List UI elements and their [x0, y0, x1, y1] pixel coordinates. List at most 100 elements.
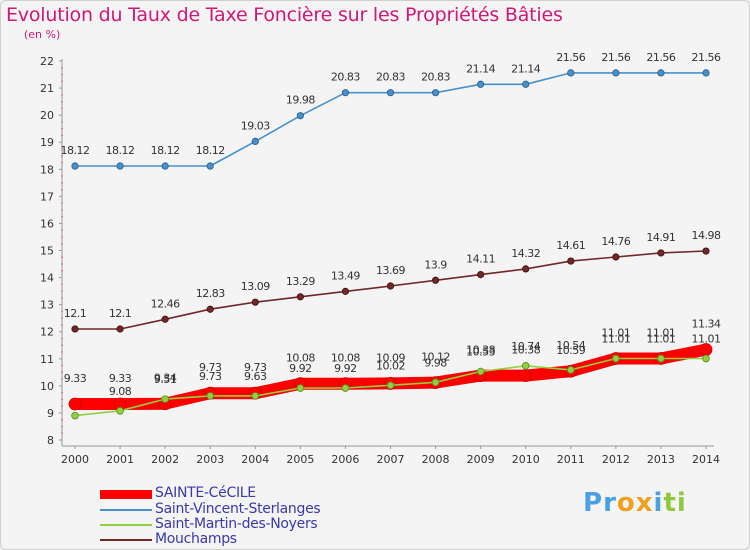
- y-minor-tick: [61, 337, 63, 340]
- x-tick-label: 2013: [647, 453, 675, 466]
- data-label-sainte-cecile: 9.73: [199, 361, 222, 374]
- data-point-mouchamps: [477, 270, 485, 279]
- y-minor-tick: [61, 351, 63, 353]
- legend-label-saint-martin: Saint-Martin-des-Noyers: [155, 516, 318, 532]
- data-point-saint-martin: [521, 362, 530, 370]
- y-minor-tick: [61, 73, 63, 76]
- data-label-saint-martin: 9.73: [199, 370, 222, 383]
- y-minor-tick: [61, 283, 63, 286]
- data-label-sainte-cecile: 9.33: [64, 372, 87, 385]
- data-label-sainte-cecile: 10.54: [556, 339, 585, 352]
- legend-swatch-sainte-cecile: [100, 490, 152, 499]
- legend-label-mouchamps: Mouchamps: [155, 531, 237, 547]
- y-minor-tick: [61, 121, 63, 123]
- y-minor-tick: [61, 290, 63, 293]
- data-point-saint-martin: [116, 406, 124, 415]
- data-point-sainte-cecile: [68, 397, 82, 411]
- data-point-saint-martin: [612, 354, 620, 363]
- legend-swatch-mouchamps: [100, 539, 152, 541]
- data-label-saint-vincent: 20.83: [376, 71, 405, 84]
- data-label-saint-vincent: 18.12: [106, 144, 135, 157]
- x-tick-label: 2000: [61, 453, 89, 466]
- data-point-saint-martin: [251, 392, 260, 400]
- legend-label-saint-vincent: Saint-Vincent-Sterlanges: [155, 501, 321, 517]
- y-tick-label: 9: [47, 407, 54, 420]
- data-point-saint-vincent: [567, 69, 575, 77]
- data-label-saint-vincent: 18.12: [61, 144, 90, 157]
- y-minor-tick: [61, 418, 63, 421]
- brand-logo-letter: x: [635, 488, 654, 518]
- legend-swatch-saint-martin: [100, 524, 152, 526]
- data-label-saint-vincent: 21.56: [601, 51, 630, 64]
- data-point-mouchamps: [386, 282, 395, 290]
- data-label-saint-martin: 9.08: [109, 385, 132, 398]
- data-point-mouchamps: [206, 305, 214, 313]
- data-label-mouchamps: 14.76: [601, 235, 630, 248]
- data-point-mouchamps: [161, 315, 169, 323]
- x-tick-label: 2008: [422, 453, 450, 466]
- data-label-saint-martin: 10.53: [466, 346, 495, 359]
- y-minor-tick: [61, 425, 63, 428]
- data-label-mouchamps: 12.46: [151, 297, 180, 310]
- data-point-sainte-cecile: [519, 369, 533, 382]
- y-tick-label: 16: [40, 217, 54, 230]
- data-label-mouchamps: 12.1: [109, 307, 132, 320]
- data-point-mouchamps: [657, 249, 665, 257]
- data-point-saint-martin: [386, 381, 395, 390]
- y-tick-label: 12: [40, 326, 54, 339]
- y-tick-label: 19: [40, 136, 54, 149]
- y-minor-tick: [61, 317, 63, 320]
- y-tick-label: 18: [40, 163, 54, 176]
- y-tick-label: 17: [40, 190, 54, 203]
- data-label-sainte-cecile: 11.01: [601, 327, 630, 340]
- series-line-mouchamps: [74, 250, 707, 330]
- data-point-mouchamps: [116, 325, 124, 333]
- data-point-saint-vincent: [161, 162, 169, 170]
- data-label-saint-martin: 11.01: [692, 333, 721, 346]
- data-label-saint-vincent: 19.98: [286, 94, 315, 107]
- data-point-saint-martin: [71, 411, 79, 420]
- data-point-saint-vincent: [477, 80, 485, 88]
- data-label-mouchamps: 13.29: [286, 275, 315, 288]
- data-label-mouchamps: 13.9: [424, 258, 447, 271]
- data-label-sainte-cecile: 10.12: [421, 351, 450, 364]
- data-label-mouchamps: 14.32: [511, 247, 540, 260]
- data-label-mouchamps: 14.61: [556, 239, 585, 252]
- data-point-mouchamps: [567, 257, 575, 265]
- data-point-saint-vincent: [116, 162, 124, 170]
- data-point-saint-vincent: [71, 162, 79, 170]
- y-minor-tick: [61, 236, 63, 238]
- data-label-saint-martin: 9.98: [424, 356, 447, 369]
- data-point-saint-martin: [566, 366, 575, 374]
- brand-logo-letter: o: [616, 488, 636, 518]
- data-point-mouchamps: [341, 287, 350, 295]
- x-tick-label: 2001: [106, 453, 134, 466]
- y-minor-tick: [61, 148, 63, 150]
- x-tick-label: 2004: [241, 453, 269, 466]
- y-minor-tick: [61, 66, 63, 69]
- data-point-saint-vincent: [522, 80, 530, 88]
- brand-logo-letter: P: [583, 488, 604, 518]
- x-tick-label: 2005: [286, 453, 314, 466]
- data-label-saint-martin: 10.59: [556, 344, 585, 357]
- data-label-saint-vincent: 20.83: [421, 71, 450, 84]
- data-label-saint-vincent: 18.12: [196, 144, 225, 157]
- data-point-saint-martin: [296, 384, 305, 392]
- y-minor-tick: [61, 432, 63, 435]
- x-tick-label: 2003: [196, 453, 224, 466]
- data-point-mouchamps: [71, 325, 79, 333]
- data-label-sainte-cecile: 9.33: [109, 372, 132, 385]
- data-label-saint-martin: 10.02: [376, 359, 405, 372]
- brand-logo-letter: i: [653, 488, 664, 518]
- x-tick-label: 2002: [151, 453, 179, 466]
- y-tick-label: 10: [40, 380, 54, 393]
- data-point-saint-vincent: [431, 89, 440, 97]
- data-label-saint-martin: 10.74: [511, 340, 540, 353]
- data-point-saint-vincent: [341, 89, 350, 97]
- y-tick-label: 22: [40, 55, 54, 68]
- y-minor-tick: [61, 391, 63, 394]
- y-minor-tick: [61, 324, 63, 326]
- data-label-mouchamps: 14.11: [466, 253, 495, 266]
- y-minor-tick: [61, 175, 63, 177]
